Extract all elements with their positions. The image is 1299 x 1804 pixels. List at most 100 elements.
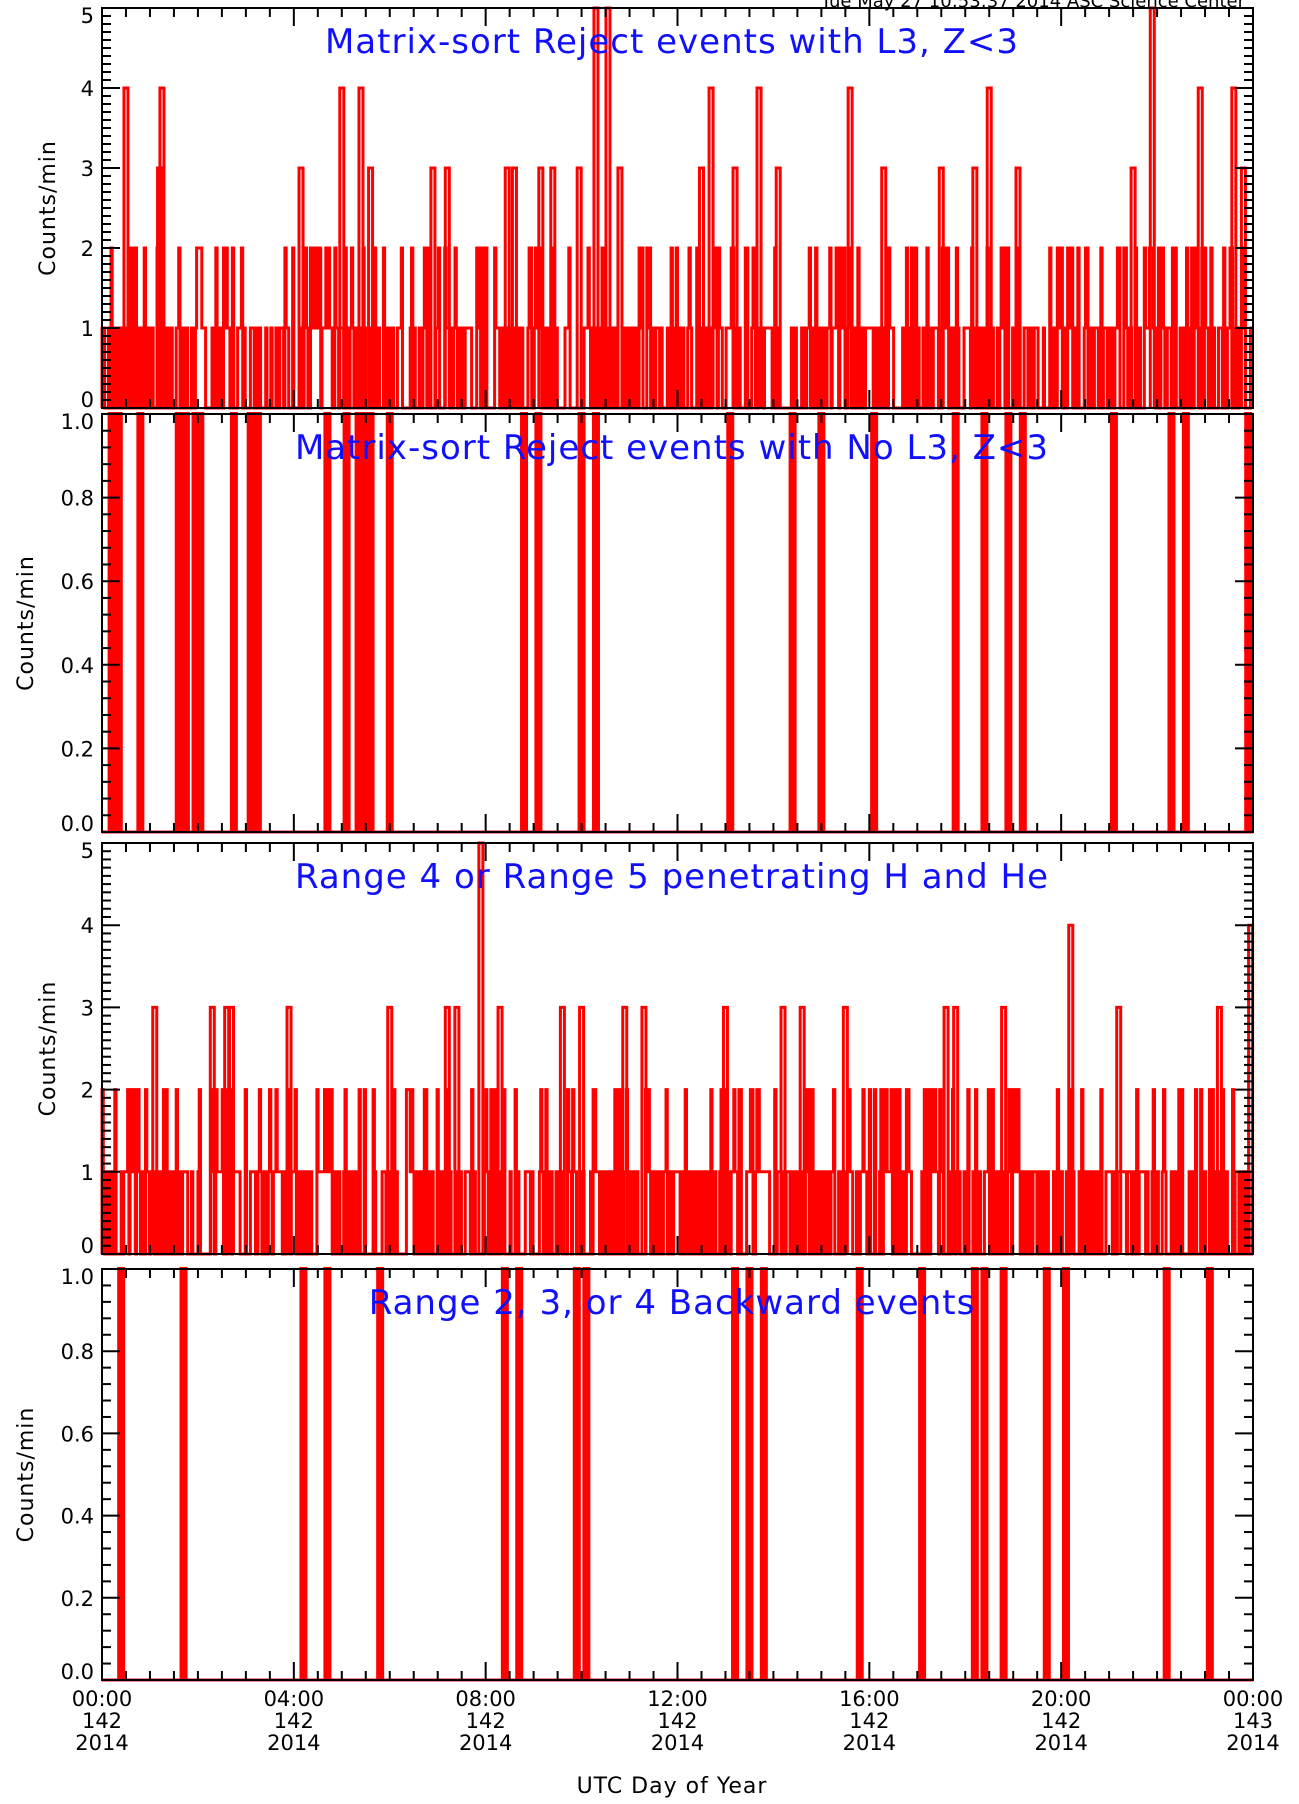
- x-tick-label: 08:00: [455, 1687, 516, 1711]
- x-tick-label: 20:00: [1031, 1687, 1092, 1711]
- x-axis-labels: 00:00142201404:00142201408:00142201412:0…: [72, 1687, 1284, 1755]
- y-tick-label: 0.4: [61, 1505, 94, 1529]
- spike-15: [366, 412, 375, 832]
- spike-18: [534, 412, 543, 832]
- spike-15: [721, 1005, 729, 1254]
- panel-title: Range 2, 3, or 4 Backward events: [369, 1283, 976, 1323]
- spike-10: [731, 1267, 740, 1680]
- spike-12: [759, 1267, 768, 1680]
- spike-7: [196, 412, 205, 832]
- spike-6: [357, 86, 365, 408]
- spike-22: [774, 166, 782, 408]
- spike-10: [253, 412, 262, 832]
- spike-1: [122, 86, 130, 408]
- spike-12: [537, 166, 545, 408]
- spike-16: [779, 1005, 787, 1254]
- y-tick-label: 0.0: [61, 812, 94, 836]
- y-tick-label: 4: [81, 77, 94, 101]
- x-tick-label: 2014: [843, 1731, 896, 1755]
- spike-2: [179, 1267, 188, 1680]
- spike-9: [443, 166, 451, 408]
- chart-panel-4: 0.0 0.2 0.4 0.6 0.8 1.0 Range 2, 3, or 4 Backw…: [14, 1265, 1254, 1684]
- y-axis-title: Counts/min: [36, 981, 61, 1117]
- spike-24: [870, 412, 879, 832]
- chart-panel-3: 0 1 2 3 4 5 Range 4 or Range 5 penetrating H a…: [36, 839, 1255, 1258]
- spike-12: [578, 1005, 586, 1254]
- spike-19: [1061, 1267, 1070, 1680]
- x-tick-label: 143: [1233, 1709, 1273, 1733]
- spike-25: [951, 412, 960, 832]
- spike-18: [841, 1005, 849, 1254]
- y-tick-label: 1: [81, 1161, 94, 1185]
- y-tick-label: 0.0: [61, 1660, 94, 1684]
- spike-17: [999, 1267, 1008, 1680]
- x-tick-label: 04:00: [264, 1687, 325, 1711]
- spike-5: [285, 1005, 293, 1254]
- y-tick-label: 0.2: [61, 737, 94, 761]
- spike-8: [572, 1267, 581, 1680]
- spike-24: [1215, 1005, 1223, 1254]
- y-tick-label: 1.0: [61, 1265, 94, 1289]
- spike-21: [1205, 1267, 1214, 1680]
- y-tick-label: 2: [81, 237, 94, 261]
- y-tick-label: 2: [81, 1079, 94, 1103]
- spike-1: [151, 1005, 159, 1254]
- spike-13: [621, 1005, 629, 1254]
- spike-29: [1109, 412, 1118, 832]
- spike-5: [181, 412, 190, 832]
- chart-panel-2: 0.0 0.2 0.4 0.6 0.8 1.0 Matrix-sort Reject eve…: [14, 410, 1254, 836]
- y-axis-ticks: [101, 842, 1254, 1255]
- y-tick-label: 5: [81, 4, 94, 28]
- x-tick-label: 2014: [651, 1731, 704, 1755]
- spike-27: [985, 86, 993, 408]
- y-tick-label: 1.0: [61, 410, 94, 434]
- x-tick-label: 142: [657, 1709, 697, 1733]
- spike-4: [227, 1005, 235, 1254]
- y-tick-label: 0.8: [61, 487, 94, 511]
- spike-31: [1181, 412, 1190, 832]
- spike-7: [367, 166, 375, 408]
- spike-10: [503, 166, 511, 408]
- spike-26: [980, 412, 989, 832]
- chart-panel-1: 0 1 2 3 4 5 Matrix-sort Reject events with L3,…: [36, 4, 1254, 412]
- spike-20: [731, 166, 739, 408]
- spike-8: [453, 1005, 461, 1254]
- spike-10: [496, 1005, 504, 1254]
- y-axis-title: Counts/min: [14, 1407, 39, 1543]
- spike-11: [558, 1005, 566, 1254]
- spike-23: [817, 412, 826, 832]
- y-tick-label: 0: [81, 1234, 94, 1258]
- data-trace: [100, 6, 1253, 410]
- y-tick-label: 4: [81, 914, 94, 938]
- spike-9: [246, 412, 255, 832]
- spike-13: [855, 1267, 864, 1680]
- spike-13: [549, 166, 557, 408]
- spike-14: [640, 1005, 648, 1254]
- spike-6: [386, 1005, 394, 1254]
- spike-19: [577, 412, 586, 832]
- spike-26: [971, 166, 979, 408]
- spike-3: [136, 412, 145, 832]
- x-axis-title: UTC Day of Year: [577, 1774, 768, 1799]
- x-tick-label: 00:00: [72, 1687, 133, 1711]
- spike-3: [158, 86, 166, 408]
- spike-16: [385, 412, 394, 832]
- spike-16: [980, 1267, 989, 1680]
- y-axis-title: Counts/min: [36, 140, 61, 276]
- x-tick-label: 16:00: [839, 1687, 900, 1711]
- y-tick-label: 0.8: [61, 1340, 94, 1364]
- spike-20: [952, 1005, 960, 1254]
- spike-22: [788, 412, 797, 832]
- spike-17: [520, 412, 529, 832]
- spike-11: [323, 412, 332, 832]
- y-tick-label: 0.6: [61, 1422, 94, 1446]
- x-tick-label: 142: [82, 1709, 122, 1733]
- spike-29: [1129, 166, 1137, 408]
- y-axis-ticks: [101, 413, 1254, 833]
- y-tick-label: 3: [81, 157, 94, 181]
- panel-title: Matrix-sort Reject events with L3, Z<3: [325, 22, 1019, 62]
- spike-20: [1162, 1267, 1171, 1680]
- panel-title: Range 4 or Range 5 penetrating H and He: [295, 857, 1049, 897]
- y-tick-label: 3: [81, 996, 94, 1020]
